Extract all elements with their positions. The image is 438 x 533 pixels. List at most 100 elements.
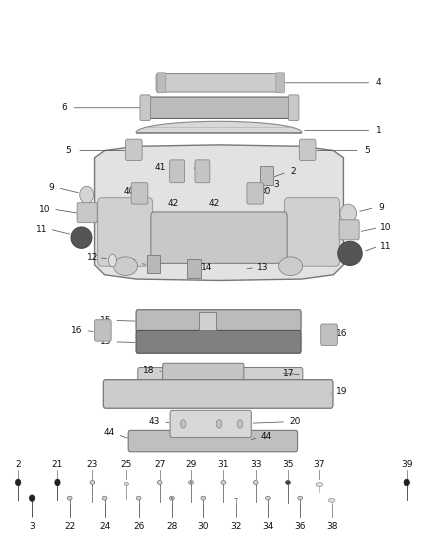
FancyBboxPatch shape [138, 368, 303, 387]
Text: 13: 13 [257, 263, 268, 272]
Text: 41: 41 [194, 163, 205, 172]
Text: 11: 11 [380, 242, 392, 251]
FancyBboxPatch shape [151, 212, 287, 263]
Text: 27: 27 [154, 460, 165, 469]
Text: 30: 30 [198, 522, 209, 531]
Ellipse shape [404, 479, 410, 486]
Text: 5: 5 [364, 146, 370, 155]
Text: 5: 5 [66, 146, 71, 155]
FancyBboxPatch shape [170, 410, 251, 438]
Text: 37: 37 [314, 460, 325, 469]
Ellipse shape [80, 186, 94, 204]
FancyBboxPatch shape [98, 198, 152, 266]
FancyBboxPatch shape [157, 73, 166, 93]
Text: 39: 39 [401, 460, 413, 469]
Text: 4: 4 [375, 78, 381, 87]
Ellipse shape [157, 480, 162, 484]
FancyBboxPatch shape [148, 97, 290, 118]
FancyBboxPatch shape [276, 73, 285, 93]
Text: 38: 38 [326, 522, 337, 531]
Ellipse shape [71, 227, 92, 248]
Text: 34: 34 [262, 522, 274, 531]
FancyBboxPatch shape [131, 183, 148, 204]
Text: 16: 16 [71, 326, 83, 335]
Text: 20: 20 [289, 417, 300, 426]
FancyBboxPatch shape [299, 139, 316, 160]
Text: 1: 1 [375, 126, 381, 135]
Ellipse shape [136, 496, 141, 500]
Ellipse shape [29, 495, 35, 502]
Ellipse shape [102, 496, 107, 500]
Text: 42: 42 [167, 199, 179, 208]
Text: 43: 43 [148, 417, 160, 426]
FancyBboxPatch shape [136, 330, 301, 353]
Text: 19: 19 [336, 387, 347, 397]
FancyBboxPatch shape [339, 220, 359, 240]
Ellipse shape [265, 496, 270, 500]
Polygon shape [95, 145, 343, 280]
FancyBboxPatch shape [128, 430, 297, 452]
Ellipse shape [316, 483, 323, 487]
Ellipse shape [189, 480, 194, 484]
Text: 14: 14 [201, 263, 212, 272]
Text: 33: 33 [250, 460, 261, 469]
Text: 25: 25 [121, 460, 132, 469]
Text: 35: 35 [282, 460, 294, 469]
Text: 36: 36 [294, 522, 306, 531]
FancyBboxPatch shape [187, 259, 201, 278]
FancyBboxPatch shape [136, 310, 301, 333]
Text: 22: 22 [64, 522, 75, 531]
FancyBboxPatch shape [247, 183, 264, 204]
FancyBboxPatch shape [77, 203, 97, 223]
Ellipse shape [67, 496, 72, 500]
Text: 42: 42 [209, 199, 220, 208]
Ellipse shape [201, 496, 206, 500]
Text: 18: 18 [143, 366, 155, 375]
FancyBboxPatch shape [140, 95, 150, 120]
Ellipse shape [221, 480, 226, 484]
Ellipse shape [55, 479, 60, 486]
Ellipse shape [298, 496, 303, 500]
Text: 15: 15 [100, 337, 111, 346]
Text: 41: 41 [154, 163, 166, 172]
Ellipse shape [170, 496, 174, 500]
Text: 2: 2 [15, 460, 21, 469]
Ellipse shape [216, 419, 222, 428]
Text: 10: 10 [380, 223, 392, 232]
Ellipse shape [253, 480, 258, 484]
FancyBboxPatch shape [156, 74, 282, 92]
Text: 26: 26 [133, 522, 145, 531]
Ellipse shape [15, 479, 21, 486]
Text: 16: 16 [336, 329, 347, 338]
Text: 28: 28 [166, 522, 177, 531]
Ellipse shape [237, 419, 243, 428]
Ellipse shape [109, 254, 117, 267]
Text: 9: 9 [378, 203, 384, 212]
Ellipse shape [190, 481, 192, 484]
Polygon shape [136, 122, 302, 133]
Text: 2: 2 [290, 167, 296, 176]
Text: 17: 17 [283, 369, 295, 378]
Ellipse shape [338, 241, 362, 265]
Text: 9: 9 [48, 183, 54, 192]
Ellipse shape [286, 480, 290, 484]
Text: 44: 44 [103, 428, 115, 437]
FancyBboxPatch shape [103, 379, 333, 408]
Text: 40: 40 [259, 188, 271, 197]
Text: 15: 15 [100, 316, 111, 325]
Ellipse shape [90, 480, 95, 484]
Text: 31: 31 [218, 460, 229, 469]
Ellipse shape [180, 419, 186, 428]
Text: 40: 40 [124, 188, 135, 197]
Text: 44: 44 [261, 432, 272, 441]
Text: 10: 10 [39, 205, 50, 214]
FancyBboxPatch shape [285, 198, 339, 266]
Text: 11: 11 [36, 224, 48, 233]
FancyBboxPatch shape [162, 364, 244, 382]
FancyBboxPatch shape [148, 255, 160, 273]
FancyBboxPatch shape [321, 324, 337, 345]
Text: 24: 24 [99, 522, 110, 531]
Ellipse shape [124, 482, 128, 486]
Ellipse shape [171, 497, 173, 499]
FancyBboxPatch shape [195, 160, 210, 183]
